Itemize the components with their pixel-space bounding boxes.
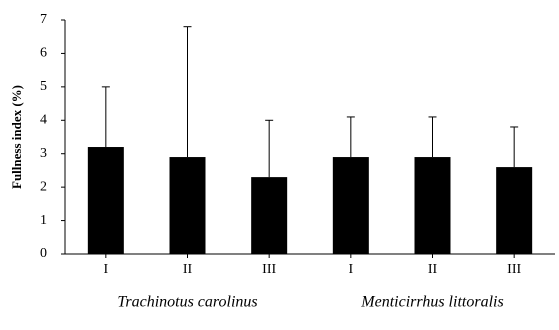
bar: [414, 157, 451, 254]
y-tick-label: 4: [40, 113, 47, 128]
y-tick-label: 1: [40, 213, 47, 228]
bar: [87, 147, 124, 254]
y-tick-label: 0: [40, 246, 47, 261]
bar: [169, 157, 206, 254]
y-tick-label: 2: [40, 179, 47, 194]
group-label: Menticirrhus littoralis: [360, 294, 503, 311]
bar: [332, 157, 369, 254]
y-tick-label: 6: [40, 46, 47, 61]
x-tick-label: I: [348, 262, 353, 277]
x-tick-label: III: [507, 262, 521, 277]
bar: [251, 177, 288, 254]
x-tick-label: I: [103, 262, 108, 277]
x-tick-label: III: [262, 262, 276, 277]
y-tick-label: 5: [40, 79, 47, 94]
x-tick-label: II: [428, 262, 438, 277]
y-tick-label: 3: [40, 146, 47, 161]
bar: [496, 167, 533, 254]
group-label: Trachinotus carolinus: [117, 294, 257, 311]
x-tick-label: II: [183, 262, 193, 277]
y-tick-label: 7: [40, 12, 47, 27]
y-axis-label: Fullness index (%): [9, 85, 24, 189]
